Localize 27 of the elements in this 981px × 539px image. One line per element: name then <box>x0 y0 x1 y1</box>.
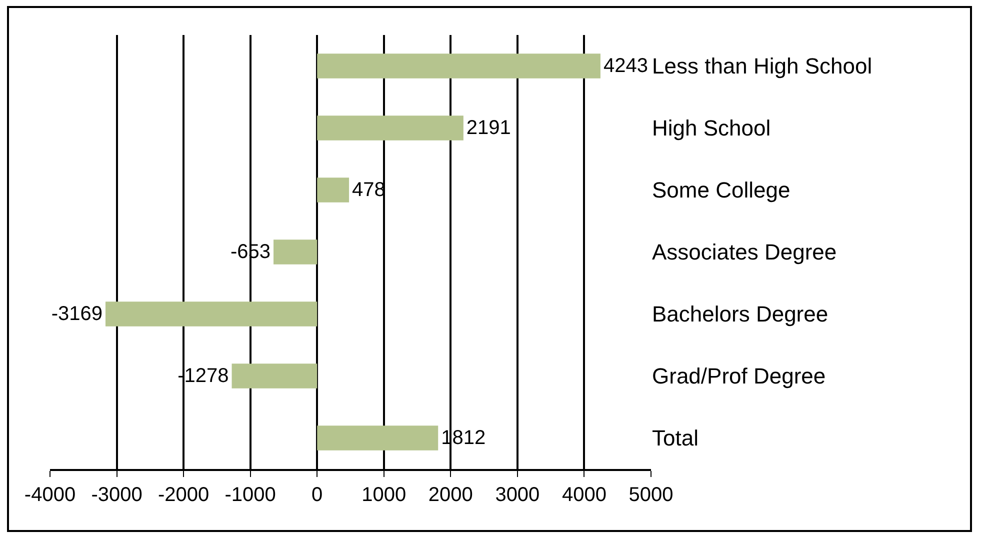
y-tick-label: Some College <box>652 178 790 203</box>
x-tick-label: -4000 <box>24 484 76 506</box>
y-tick-label: Associates Degree <box>652 240 837 265</box>
x-tick-label: -2000 <box>158 484 210 506</box>
x-tick-label: 1000 <box>362 484 406 506</box>
bar <box>317 426 438 450</box>
bar <box>317 116 464 140</box>
bar <box>274 240 318 264</box>
x-tick-label: 3000 <box>495 484 540 506</box>
bar <box>105 302 318 326</box>
data-label: 4243 <box>603 55 648 77</box>
bar <box>232 364 318 388</box>
x-tick-label: -1000 <box>224 484 276 506</box>
x-tick-label: 2000 <box>428 484 473 506</box>
data-label: -3169 <box>51 303 102 325</box>
x-tick-label: -3000 <box>91 484 142 506</box>
x-tick-label: 0 <box>312 484 323 506</box>
x-tick-label: 4000 <box>562 484 606 506</box>
y-tick-label: High School <box>652 116 771 141</box>
data-label: 2191 <box>466 117 511 139</box>
bar <box>317 54 600 78</box>
y-tick-label: Less than High School <box>652 54 872 79</box>
bar <box>317 178 350 202</box>
x-tick-label: 5000 <box>628 484 674 506</box>
y-tick-label: Grad/Prof Degree <box>652 364 826 389</box>
y-tick-label: Bachelors Degree <box>652 302 828 327</box>
y-tick-label: Total <box>652 426 698 451</box>
